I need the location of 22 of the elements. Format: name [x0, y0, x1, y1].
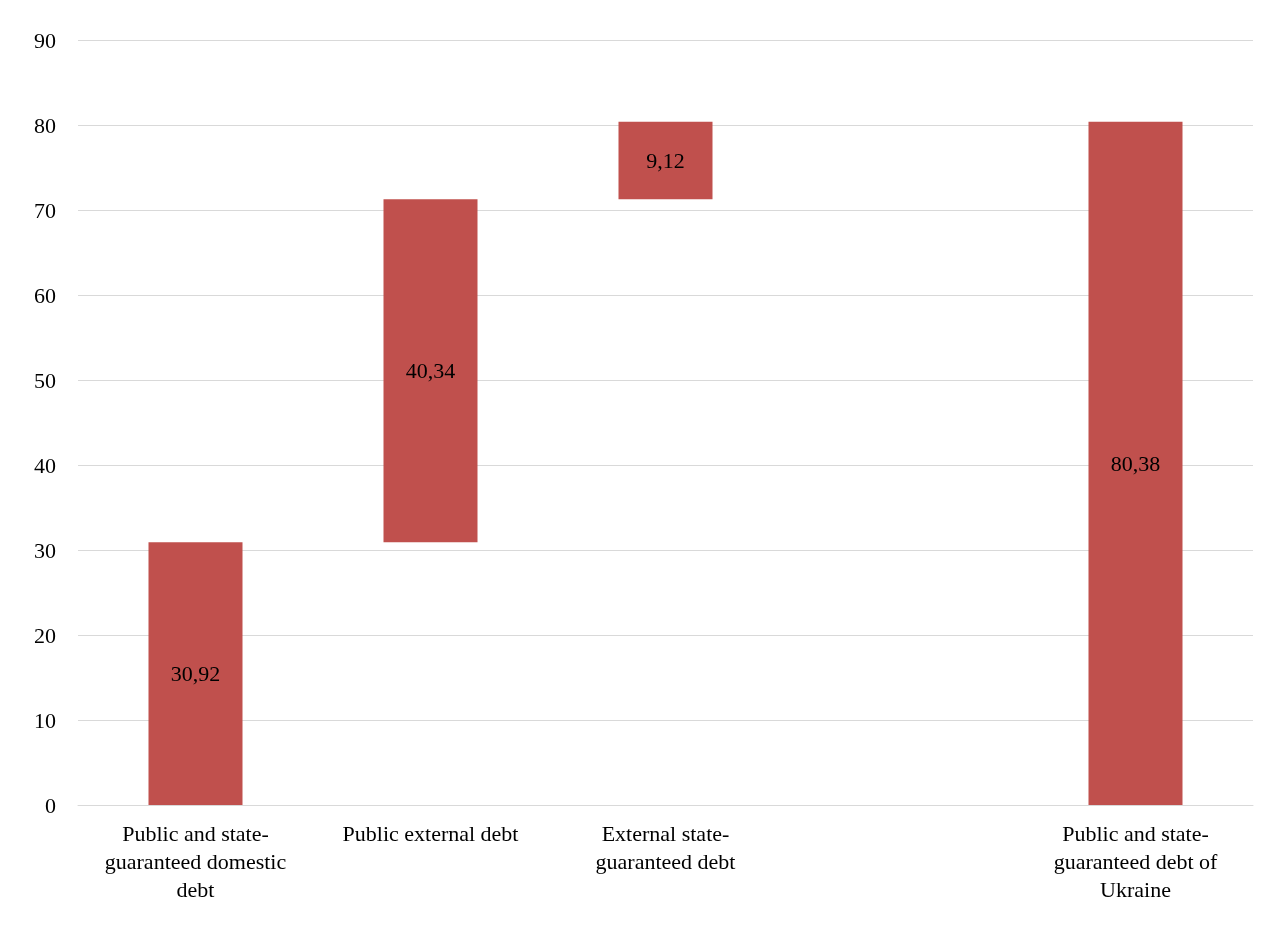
data-label: 30,92	[170, 661, 221, 687]
x-tick-label: Public external debt	[342, 820, 519, 846]
data-label: 9,12	[646, 148, 685, 174]
bar	[148, 542, 243, 805]
y-tick-label: 0	[45, 792, 56, 818]
y-tick-label: 40	[34, 452, 56, 478]
bar	[383, 199, 478, 543]
y-tick-label: 60	[34, 282, 56, 308]
y-tick-label: 20	[34, 622, 56, 648]
y-tick-label: 80	[34, 112, 56, 138]
y-tick-label: 10	[34, 707, 56, 733]
x-tick-label: Public and state-guaranteed domestic debt	[104, 820, 287, 902]
bar	[618, 121, 713, 200]
data-label: 40,34	[405, 358, 456, 384]
y-tick-label: 50	[34, 367, 56, 393]
bar	[1088, 121, 1183, 805]
x-tick-label: Public and state-guaranteed debt of Ukraine	[1053, 820, 1219, 902]
y-tick-label: 30	[34, 537, 56, 563]
x-tick-label: External state-guaranteed debt	[595, 820, 736, 874]
y-tick-label: 70	[34, 197, 56, 223]
y-tick-label: 90	[34, 27, 56, 53]
data-label: 80,38	[1110, 450, 1161, 476]
